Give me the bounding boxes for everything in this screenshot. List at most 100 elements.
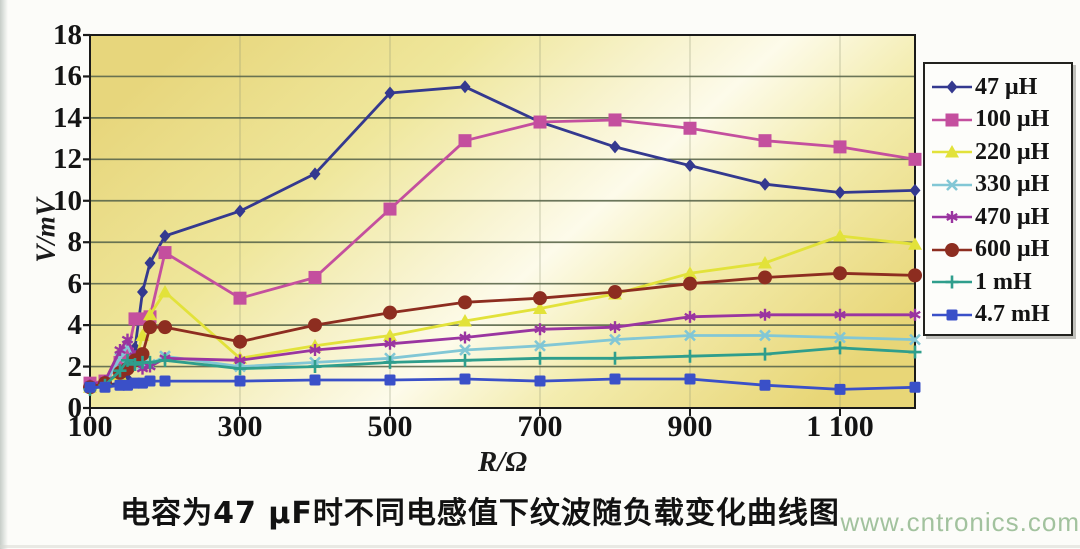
series-marker-square2: [834, 383, 846, 395]
series-marker-triangle: [833, 229, 847, 242]
series-marker-diamond: [834, 185, 846, 199]
series-marker-circle: [143, 320, 157, 335]
x-tick-label: 900: [667, 410, 713, 443]
series-marker-circle: [833, 266, 847, 281]
series-marker-plus: [608, 351, 622, 365]
series-marker-square2: [946, 309, 958, 321]
series-marker-square: [683, 121, 697, 135]
series-marker-asterisk: [759, 308, 771, 321]
y-tick-label: 16: [53, 60, 82, 93]
legend-item: 47 μH: [925, 71, 1071, 104]
series-marker-square: [908, 152, 922, 166]
series-marker-diamond: [759, 177, 771, 191]
series-marker-square2: [759, 379, 771, 391]
series-marker-asterisk: [121, 333, 134, 346]
series-marker-square2: [384, 374, 396, 386]
scan-artifact-bottom: [0, 545, 1080, 548]
series-marker-plus: [758, 347, 772, 361]
series-marker-asterisk: [684, 310, 696, 323]
series-marker-square: [383, 202, 397, 216]
legend-item: 330 μH: [925, 169, 1071, 202]
series-marker-square: [945, 113, 959, 127]
series-marker-circle: [945, 242, 959, 257]
legend-item: 600 μH: [925, 234, 1071, 267]
legend-label: 600 μH: [975, 236, 1050, 263]
series-marker-circle: [233, 334, 247, 349]
series-marker-square2: [534, 375, 546, 387]
series-marker-square: [608, 113, 622, 127]
x-tick-label: 500: [367, 410, 413, 443]
series-marker-plus: [308, 360, 322, 374]
series-marker-square2: [84, 381, 96, 393]
legend-item: 1 mH: [925, 266, 1071, 299]
series-marker-diamond: [684, 159, 696, 173]
legend-marker-sample: [932, 113, 972, 127]
x-axis-label: R/Ω: [477, 446, 528, 478]
series-marker-plus: [143, 355, 157, 369]
legend-label: 4.7 mH: [975, 301, 1050, 328]
y-tick-label: 10: [53, 184, 82, 217]
y-tick-label: 12: [53, 143, 82, 176]
series-marker-asterisk: [114, 343, 126, 356]
series-marker-plus: [908, 345, 922, 359]
series-marker-x: [834, 331, 846, 344]
series-marker-square: [308, 270, 322, 284]
legend-label: 1 mH: [975, 268, 1032, 295]
series-marker-plus: [233, 362, 247, 376]
series-marker-circle: [758, 270, 772, 285]
x-tick-label: 1 100: [806, 410, 874, 443]
series-marker-triangle: [908, 237, 922, 250]
watermark-text: www.cntronics.com: [840, 507, 1080, 537]
series-marker-plus: [458, 353, 472, 367]
legend-marker-sample: [932, 211, 972, 224]
series-marker-diamond: [384, 86, 396, 100]
legend-label: 220 μH: [975, 138, 1050, 165]
series-marker-asterisk: [946, 211, 958, 224]
series-marker-triangle: [945, 145, 959, 158]
legend-marker-sample: [932, 309, 972, 321]
series-marker-plus: [128, 357, 142, 371]
series-marker-asterisk: [384, 337, 396, 350]
series-marker-asterisk: [834, 308, 846, 321]
series-marker-asterisk: [459, 331, 471, 344]
legend-marker-sample: [932, 178, 972, 191]
series-marker-square2: [159, 375, 171, 387]
series-marker-plus: [683, 349, 697, 363]
series-marker-plus: [383, 355, 397, 369]
y-tick-labels: 0 2 4 6 8 10 12 14 16 18: [10, 20, 83, 423]
series-marker-asterisk: [609, 321, 621, 334]
series-marker-diamond: [234, 204, 246, 218]
series-marker-square: [533, 115, 547, 129]
series-marker-square2: [144, 375, 156, 387]
series-marker-triangle: [533, 301, 547, 315]
series-marker-circle: [383, 305, 397, 320]
series-marker-diamond: [137, 285, 148, 299]
legend-item: 100 μH: [925, 104, 1071, 137]
series-marker-diamond: [144, 256, 156, 270]
y-tick-label: 8: [67, 226, 83, 259]
series-marker-plus: [533, 351, 547, 365]
series-marker-x: [609, 333, 621, 346]
legend-label: 100 μH: [975, 106, 1050, 133]
series-marker-square: [458, 134, 472, 148]
series-marker-plus: [833, 341, 847, 355]
series-4.7-mH: [84, 373, 921, 395]
series-marker-x: [684, 329, 696, 342]
series-marker-diamond: [946, 80, 958, 94]
y-tick-label: 14: [53, 101, 82, 134]
y-tick-label: 0: [67, 392, 83, 424]
y-tick-label: 18: [53, 19, 82, 51]
series-marker-square2: [684, 373, 696, 385]
legend-item: 470 μH: [925, 201, 1071, 234]
series-marker-diamond: [609, 140, 621, 154]
legend-marker-sample: [932, 80, 972, 94]
series-marker-circle: [608, 284, 622, 299]
series-marker-triangle: [758, 255, 772, 269]
legend-label: 330 μH: [975, 171, 1050, 198]
legend-box: 47 μH 100 μH 220 μH 330 μH 470 μH 600 μH 1 mH 4…: [923, 62, 1073, 336]
series-marker-plus: [158, 353, 172, 367]
series-marker-plus: [113, 364, 127, 378]
series-marker-triangle: [383, 328, 397, 341]
series-marker-square2: [309, 374, 321, 386]
